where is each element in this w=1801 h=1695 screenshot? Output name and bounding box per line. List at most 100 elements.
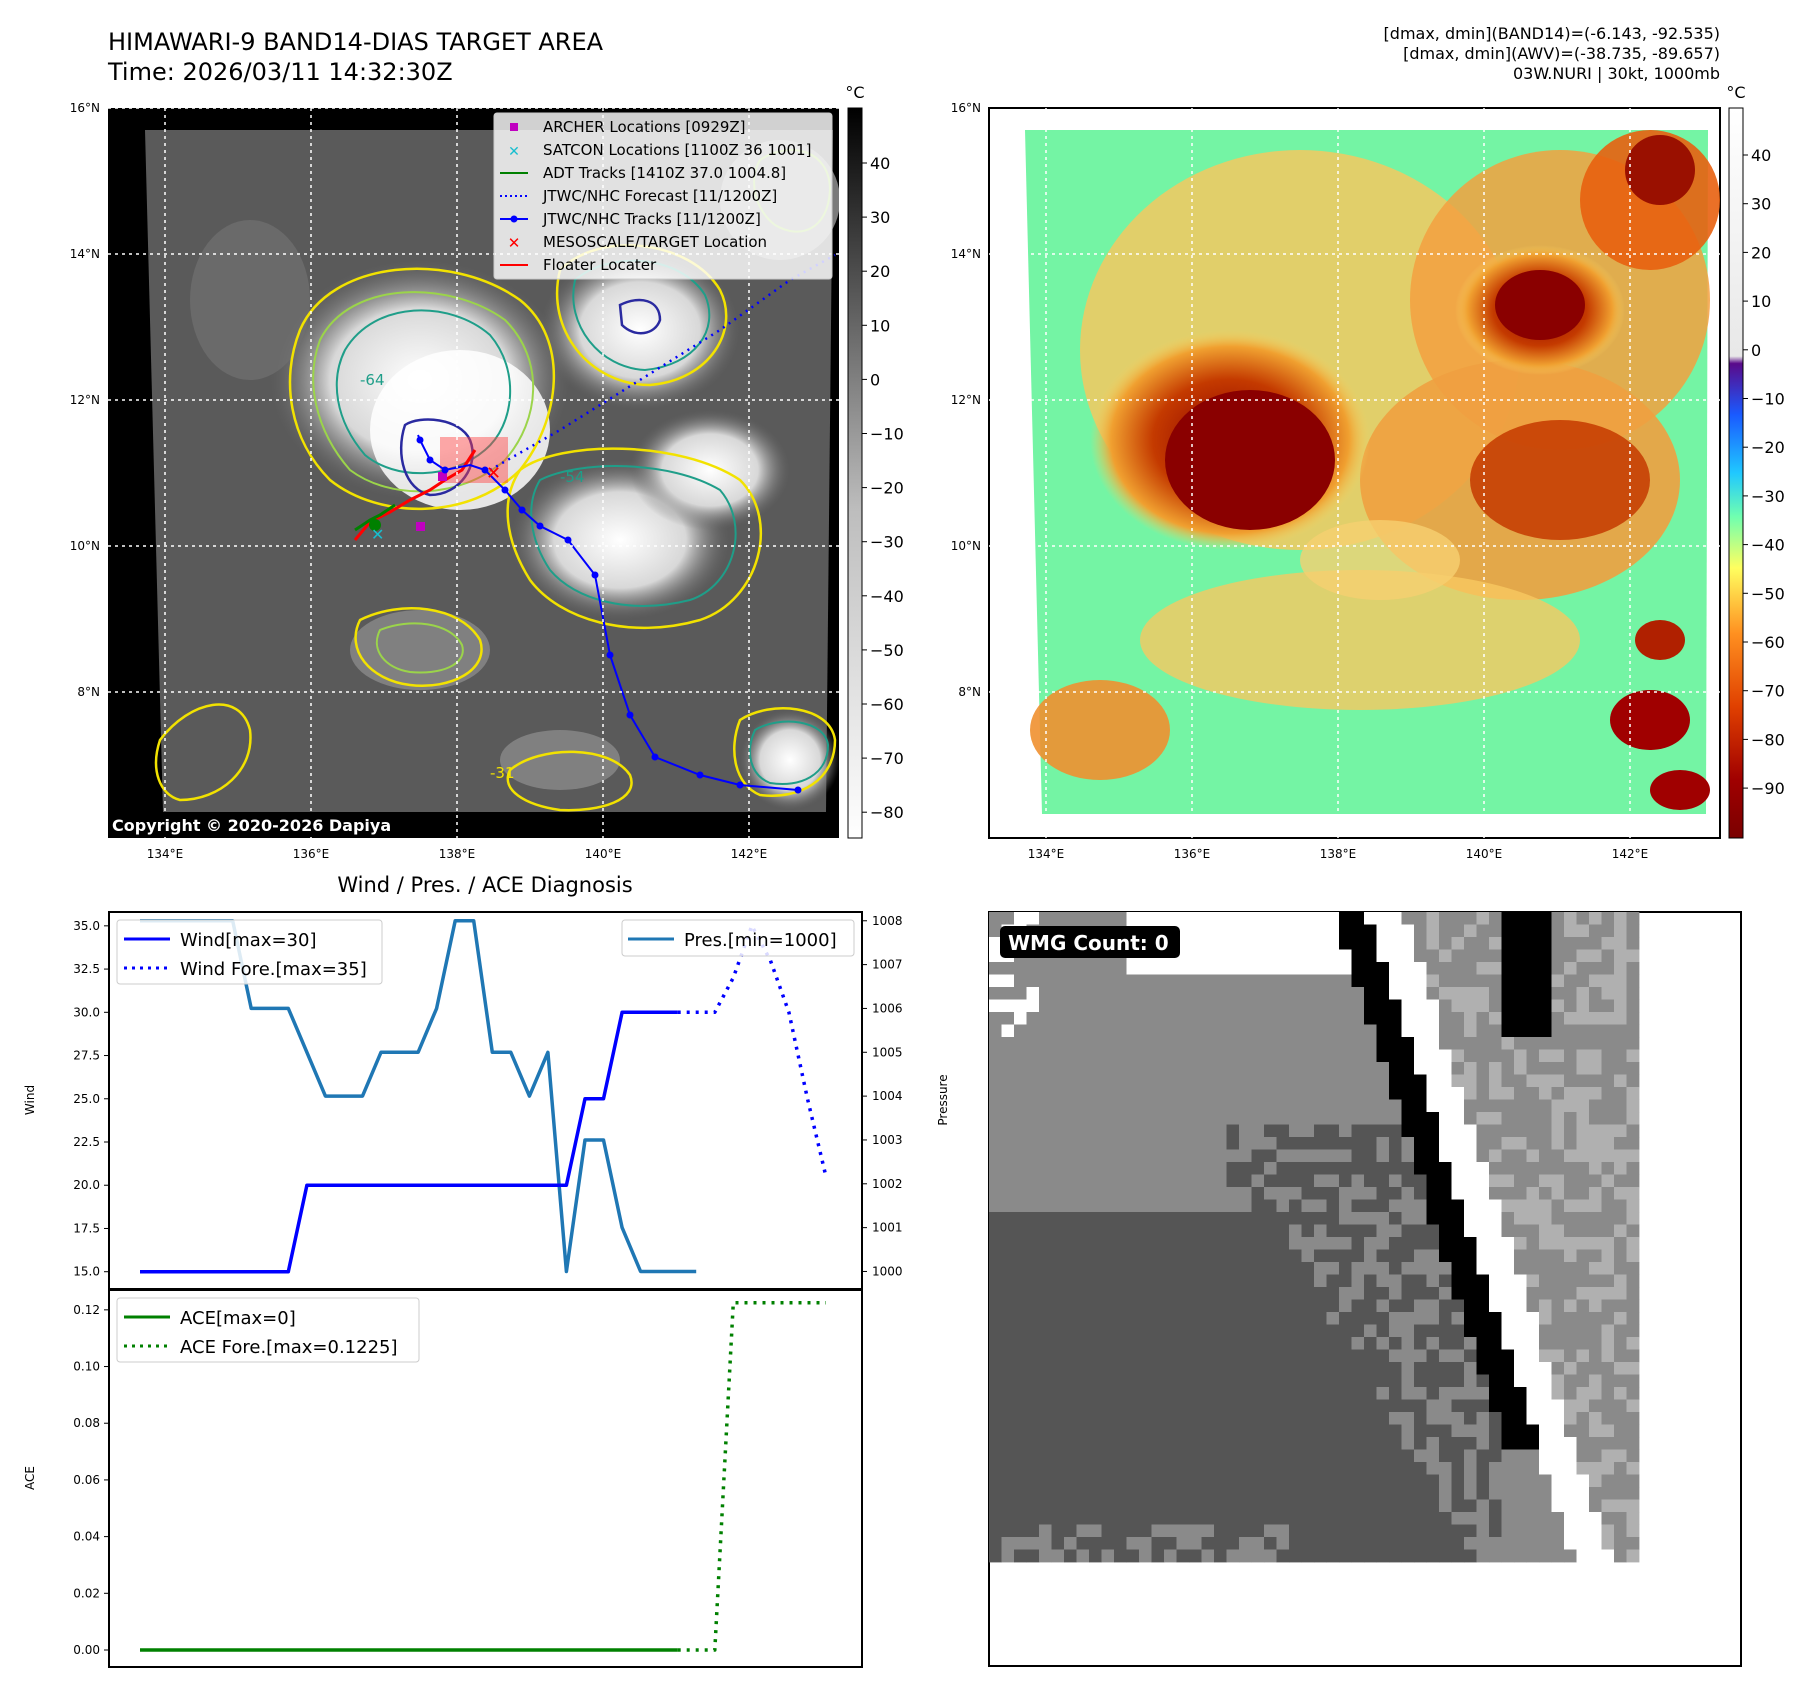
wmg-panel: WMG Count: 0 [988, 911, 1742, 1667]
legend-target-marker: ✕ [508, 234, 521, 252]
y-tick-label: 22.5 [73, 1135, 100, 1149]
colorbar-tick-label: −70 [1751, 682, 1785, 701]
y-right-tick-label: 1004 [872, 1089, 903, 1103]
band14-colorbar-bar [847, 107, 863, 839]
band14-range: [dmax, dmin](BAND14)=(-6.143, -92.535) [1384, 24, 1720, 43]
ace-legend-label: ACE[max=0] [180, 1308, 296, 1329]
colorbar-tick-label: −60 [1751, 633, 1785, 652]
target-marker: ✕ [486, 463, 501, 484]
ace-legend: ACE[max=0] ACE Fore.[max=0.1225] [116, 1297, 420, 1363]
y-tick-label: 0.10 [73, 1360, 100, 1374]
band14-legend: ✕ ✕ ARCHER Locations [0929Z] SATCON Loca… [493, 112, 833, 280]
colorbar-tick-label: −20 [870, 479, 904, 498]
figure-time: Time: 2026/03/11 14:32:30Z [107, 58, 453, 86]
band14-colorbar-unit: °C [845, 83, 864, 102]
wind-line [140, 1010, 678, 1274]
legend-archer-marker [510, 123, 518, 131]
colorbar-tick-label: −10 [870, 425, 904, 444]
storm-info: 03W.NURI | 30kt, 1000mb [1513, 64, 1720, 83]
y-tick-label: 15.0 [73, 1265, 100, 1279]
legend-target: MESOSCALE/TARGET Location [543, 233, 767, 251]
colorbar-tick-label: 20 [870, 262, 890, 281]
wmg-badge [1000, 926, 1180, 958]
awv-gridlines [989, 108, 1720, 838]
awv-map [988, 107, 1721, 839]
colorbar-tick-label: 40 [1751, 146, 1771, 165]
lon-tick-label: 138°E [439, 847, 476, 861]
legend-floater: Floater Locater [543, 256, 657, 274]
wind-fore-legend-label: Wind Fore.[max=35] [180, 959, 367, 980]
band14-lat-ticks: 16°N 14°N 12°N 10°N 8°N [70, 101, 100, 699]
y-right-tick-label: 1006 [872, 1001, 903, 1015]
y-tick-label: 17.5 [73, 1221, 100, 1235]
lon-tick-label: 138°E [1320, 847, 1357, 861]
colorbar-tick-label: −50 [1751, 584, 1785, 603]
y-tick-label: 35.0 [73, 919, 100, 933]
colorbar-tick-label: −80 [870, 803, 904, 822]
awv-colorbar-bar [1728, 107, 1744, 839]
y-tick-label: 0.08 [73, 1416, 100, 1430]
lat-tick-label: 14°N [70, 247, 100, 261]
awv-range: [dmax, dmin](AWV)=(-38.735, -89.657) [1403, 44, 1720, 63]
figure-title: HIMAWARI-9 BAND14-DIAS TARGET AREA [108, 28, 604, 56]
lat-tick-label: 8°N [77, 685, 100, 699]
wind-axis-label: Wind [23, 1085, 37, 1115]
legend-tracks-dot [510, 215, 518, 223]
contour-label-minus64: -64 [360, 371, 385, 389]
lon-tick-label: 134°E [147, 847, 184, 861]
lat-tick-label: 16°N [951, 101, 981, 115]
legend-box [493, 112, 833, 280]
y-tick-label: 27.5 [73, 1049, 100, 1063]
lon-tick-label: 134°E [1028, 847, 1065, 861]
awv-moisture-fields [1030, 130, 1720, 810]
colorbar-tick-label: 40 [870, 154, 890, 173]
y-tick-label: 30.0 [73, 1005, 100, 1019]
colorbar-tick-label: −40 [1751, 536, 1785, 555]
pressure-axis-label: Pressure [936, 1074, 950, 1125]
colorbar-tick-label: −30 [1751, 487, 1785, 506]
legend-tracks: JTWC/NHC Tracks [11/1200Z] [542, 210, 761, 228]
lat-tick-label: 16°N [70, 101, 100, 115]
archer-marker [416, 522, 425, 531]
y-right-tick-label: 1000 [872, 1264, 903, 1278]
lat-tick-label: 10°N [951, 539, 981, 553]
pres-legend-label: Pres.[min=1000] [684, 930, 837, 951]
archer-marker-2 [438, 472, 447, 481]
colorbar-tick-label: −80 [1751, 730, 1785, 749]
band14-lon-ticks: 134°E 136°E 138°E 140°E 142°E [147, 847, 768, 861]
ace-legend-box [116, 1297, 420, 1363]
lon-tick-label: 140°E [585, 847, 622, 861]
lat-tick-label: 12°N [951, 393, 981, 407]
lon-tick-label: 142°E [731, 847, 768, 861]
contour-label-minus54: -54 [560, 468, 585, 486]
lon-tick-label: 140°E [1466, 847, 1503, 861]
legend-archer: ARCHER Locations [0929Z] [543, 118, 746, 136]
y-tick-label: 0.12 [73, 1303, 100, 1317]
y-right-tick-label: 1007 [872, 958, 903, 972]
y-right-tick-label: 1005 [872, 1045, 903, 1059]
colorbar-tick-label: 10 [870, 316, 890, 335]
colorbar-tick-label: −50 [870, 641, 904, 660]
lon-tick-label: 136°E [1174, 847, 1211, 861]
y-tick-label: 32.5 [73, 962, 100, 976]
colorbar-tick-label: 0 [1751, 341, 1761, 360]
colorbar-tick-label: 10 [1751, 292, 1771, 311]
diagnosis-title: Wind / Pres. / ACE Diagnosis [337, 873, 632, 897]
lat-tick-label: 8°N [958, 685, 981, 699]
legend-adt: ADT Tracks [1410Z 37.0 1004.8] [543, 164, 786, 182]
legend-satcon: SATCON Locations [1100Z 36 1001] [543, 141, 811, 159]
jtwc-track-points [416, 436, 802, 794]
awv-lon-ticks: 134°E 136°E 138°E 140°E 142°E [1028, 847, 1649, 861]
colorbar-tick-label: −30 [870, 533, 904, 552]
y-right-tick-label: 1001 [872, 1221, 903, 1235]
awv-colorbar: °C 40 30 20 10 0 −10 −20 −30 −40 −50 −60 −70 −80 −90 [1726, 83, 1785, 839]
wind-legend-box [116, 919, 383, 985]
y-right-tick-label: 1003 [872, 1133, 903, 1147]
colorbar-tick-label: 30 [870, 208, 890, 227]
lat-tick-label: 10°N [70, 539, 100, 553]
pres-legend-box [621, 919, 855, 957]
y-tick-label: 20.0 [73, 1178, 100, 1192]
colorbar-tick-label: −60 [870, 695, 904, 714]
colorbar-tick-label: −40 [870, 587, 904, 606]
